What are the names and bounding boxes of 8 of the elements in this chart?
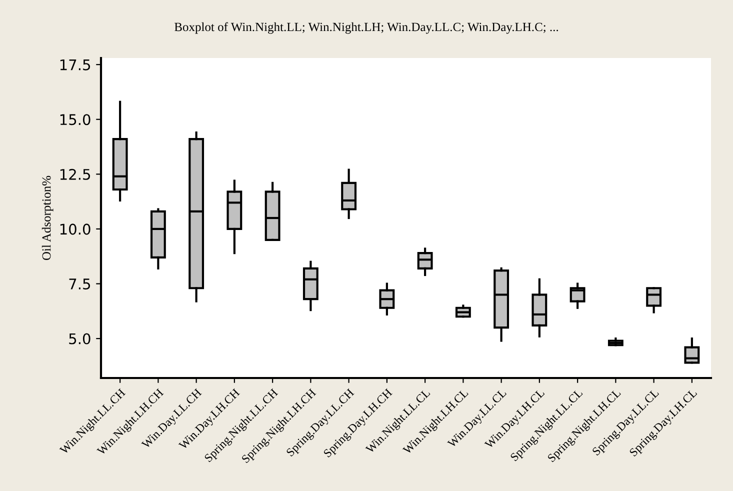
y-tick-label: 15.0	[60, 114, 90, 126]
y-tick-label: 12.5	[60, 168, 90, 180]
y-axis-title: Oil Adsorption%	[42, 176, 54, 260]
y-tick-label: 7.5	[69, 278, 90, 290]
chart-title: Boxplot of Win.Night.LL; Win.Night.LH; Win.Day.LL.C; Win.Day.LH.C; ...	[174, 22, 558, 34]
y-tick-label: 5.0	[69, 333, 90, 344]
y-tick-label: 10.0	[60, 224, 90, 235]
y-tick-label: 17.5	[60, 59, 90, 70]
